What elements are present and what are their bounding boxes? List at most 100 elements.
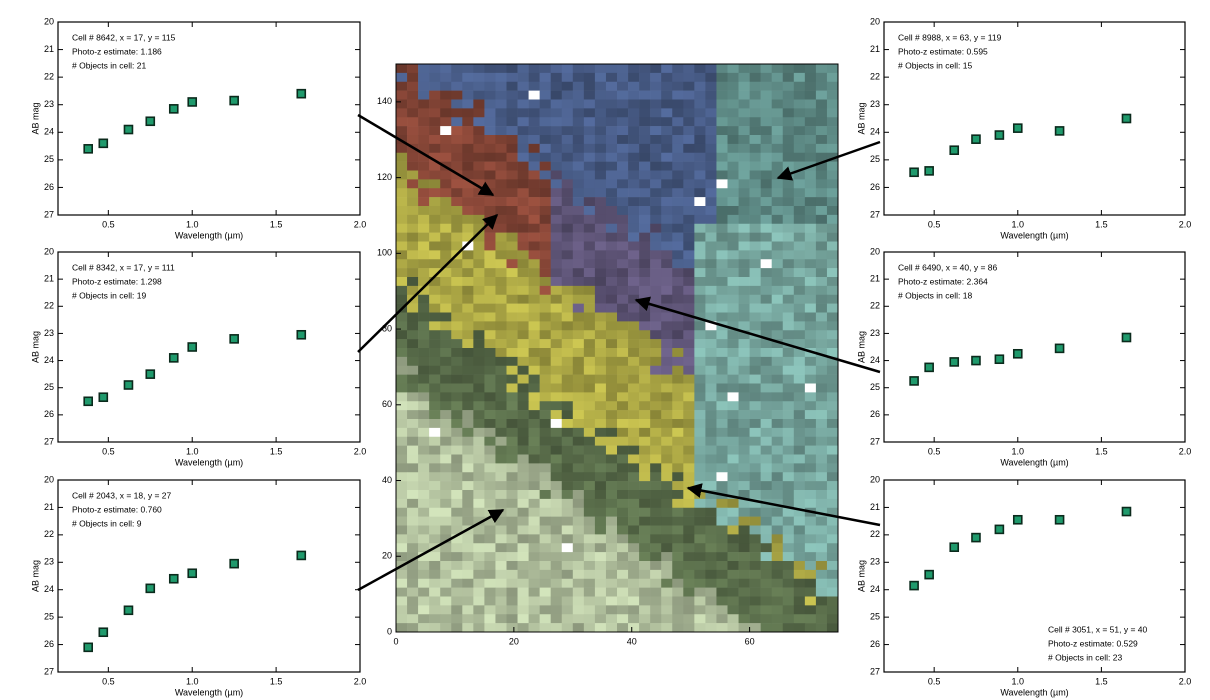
plot-frame [883, 21, 1186, 216]
map-cell [550, 561, 563, 571]
map-cell [815, 481, 828, 491]
map-cell [727, 481, 739, 491]
map-cell [517, 99, 529, 109]
map-cell [583, 241, 596, 251]
map-cell [528, 596, 540, 606]
map-cell [694, 330, 706, 340]
map-cell [628, 596, 640, 606]
map-cell [639, 587, 651, 597]
map-cell [738, 552, 750, 562]
map-cell [429, 365, 441, 375]
map-cell [749, 454, 761, 464]
map-cell [561, 614, 574, 624]
map-cell [506, 108, 518, 118]
map-cell [528, 250, 540, 260]
map-cell [826, 303, 839, 313]
map-cell [451, 569, 463, 580]
map-cell [815, 143, 828, 154]
map-cell [539, 64, 551, 74]
map-cell [572, 81, 585, 91]
y-tick-label: 22 [870, 72, 880, 82]
map-cell [628, 569, 640, 580]
data-point [187, 97, 198, 107]
map-cell [583, 214, 596, 225]
data-point [994, 130, 1005, 140]
map-cell [617, 419, 629, 429]
map-cell [418, 250, 430, 260]
map-cell [605, 392, 618, 402]
map-cell [396, 321, 408, 331]
map-cell [561, 161, 574, 171]
map-cell [617, 232, 629, 242]
map-cell [826, 135, 839, 145]
map-cell [782, 543, 795, 553]
map-cell [738, 374, 750, 384]
map-cell [749, 294, 761, 304]
map-cell [539, 410, 551, 420]
map-cell [815, 445, 828, 455]
map-cell [804, 516, 817, 526]
map-cell [440, 374, 452, 384]
map-cell [495, 587, 507, 597]
map-cell [396, 161, 408, 171]
map-cell [749, 552, 761, 562]
x-tick-label: 2.0 [1179, 219, 1192, 229]
map-cell [760, 578, 772, 588]
map-cell [628, 232, 640, 242]
map-cell [639, 64, 651, 74]
map-cell [605, 135, 618, 145]
map-cell [418, 472, 430, 482]
map-cell [561, 81, 574, 91]
map-cell [749, 445, 761, 455]
map-cell [617, 241, 629, 251]
map-cell [672, 419, 684, 429]
map-cell [473, 330, 485, 340]
map-cell [826, 383, 839, 393]
y-tick-label: 22 [44, 72, 54, 82]
map-cell [650, 534, 662, 544]
map-cell [749, 569, 761, 580]
map-cell [672, 223, 684, 233]
map-cell [550, 569, 563, 580]
map-cell [738, 161, 750, 171]
data-point [924, 362, 934, 373]
map-cell [727, 552, 739, 562]
map-cell [650, 64, 662, 74]
map-cell [815, 356, 828, 367]
map-cell [583, 108, 596, 118]
map-cell [396, 312, 408, 322]
map-cell [528, 81, 540, 91]
map-cell [826, 365, 839, 375]
map-cell [462, 578, 474, 588]
map-cell [782, 490, 795, 500]
map-cell [440, 108, 452, 118]
map-cell [771, 214, 784, 225]
map-cell [550, 463, 563, 473]
y-tick-label: 21 [44, 502, 54, 512]
map-cell [572, 392, 585, 402]
map-cell [583, 330, 596, 340]
map-cell [804, 472, 817, 482]
map-cell [815, 454, 828, 464]
map-cell [672, 321, 684, 331]
map-cell [528, 268, 540, 278]
map-cell [517, 321, 529, 331]
map-cell [760, 99, 772, 109]
map-cell [418, 401, 430, 411]
map-cell [793, 490, 806, 500]
map-cell [407, 516, 419, 526]
map-cell [815, 135, 828, 145]
map-cell [628, 339, 640, 349]
map-cell [683, 259, 695, 269]
map-cell [484, 348, 496, 358]
map-cell [550, 516, 563, 526]
map-cell [716, 303, 728, 313]
map-cell [550, 232, 563, 242]
map-cell [418, 623, 430, 633]
map-cell [716, 392, 728, 402]
map-cell [528, 498, 540, 509]
map-cell [561, 64, 574, 74]
map-cell [407, 81, 419, 91]
map-cell [683, 170, 695, 180]
map-cell [429, 143, 441, 154]
